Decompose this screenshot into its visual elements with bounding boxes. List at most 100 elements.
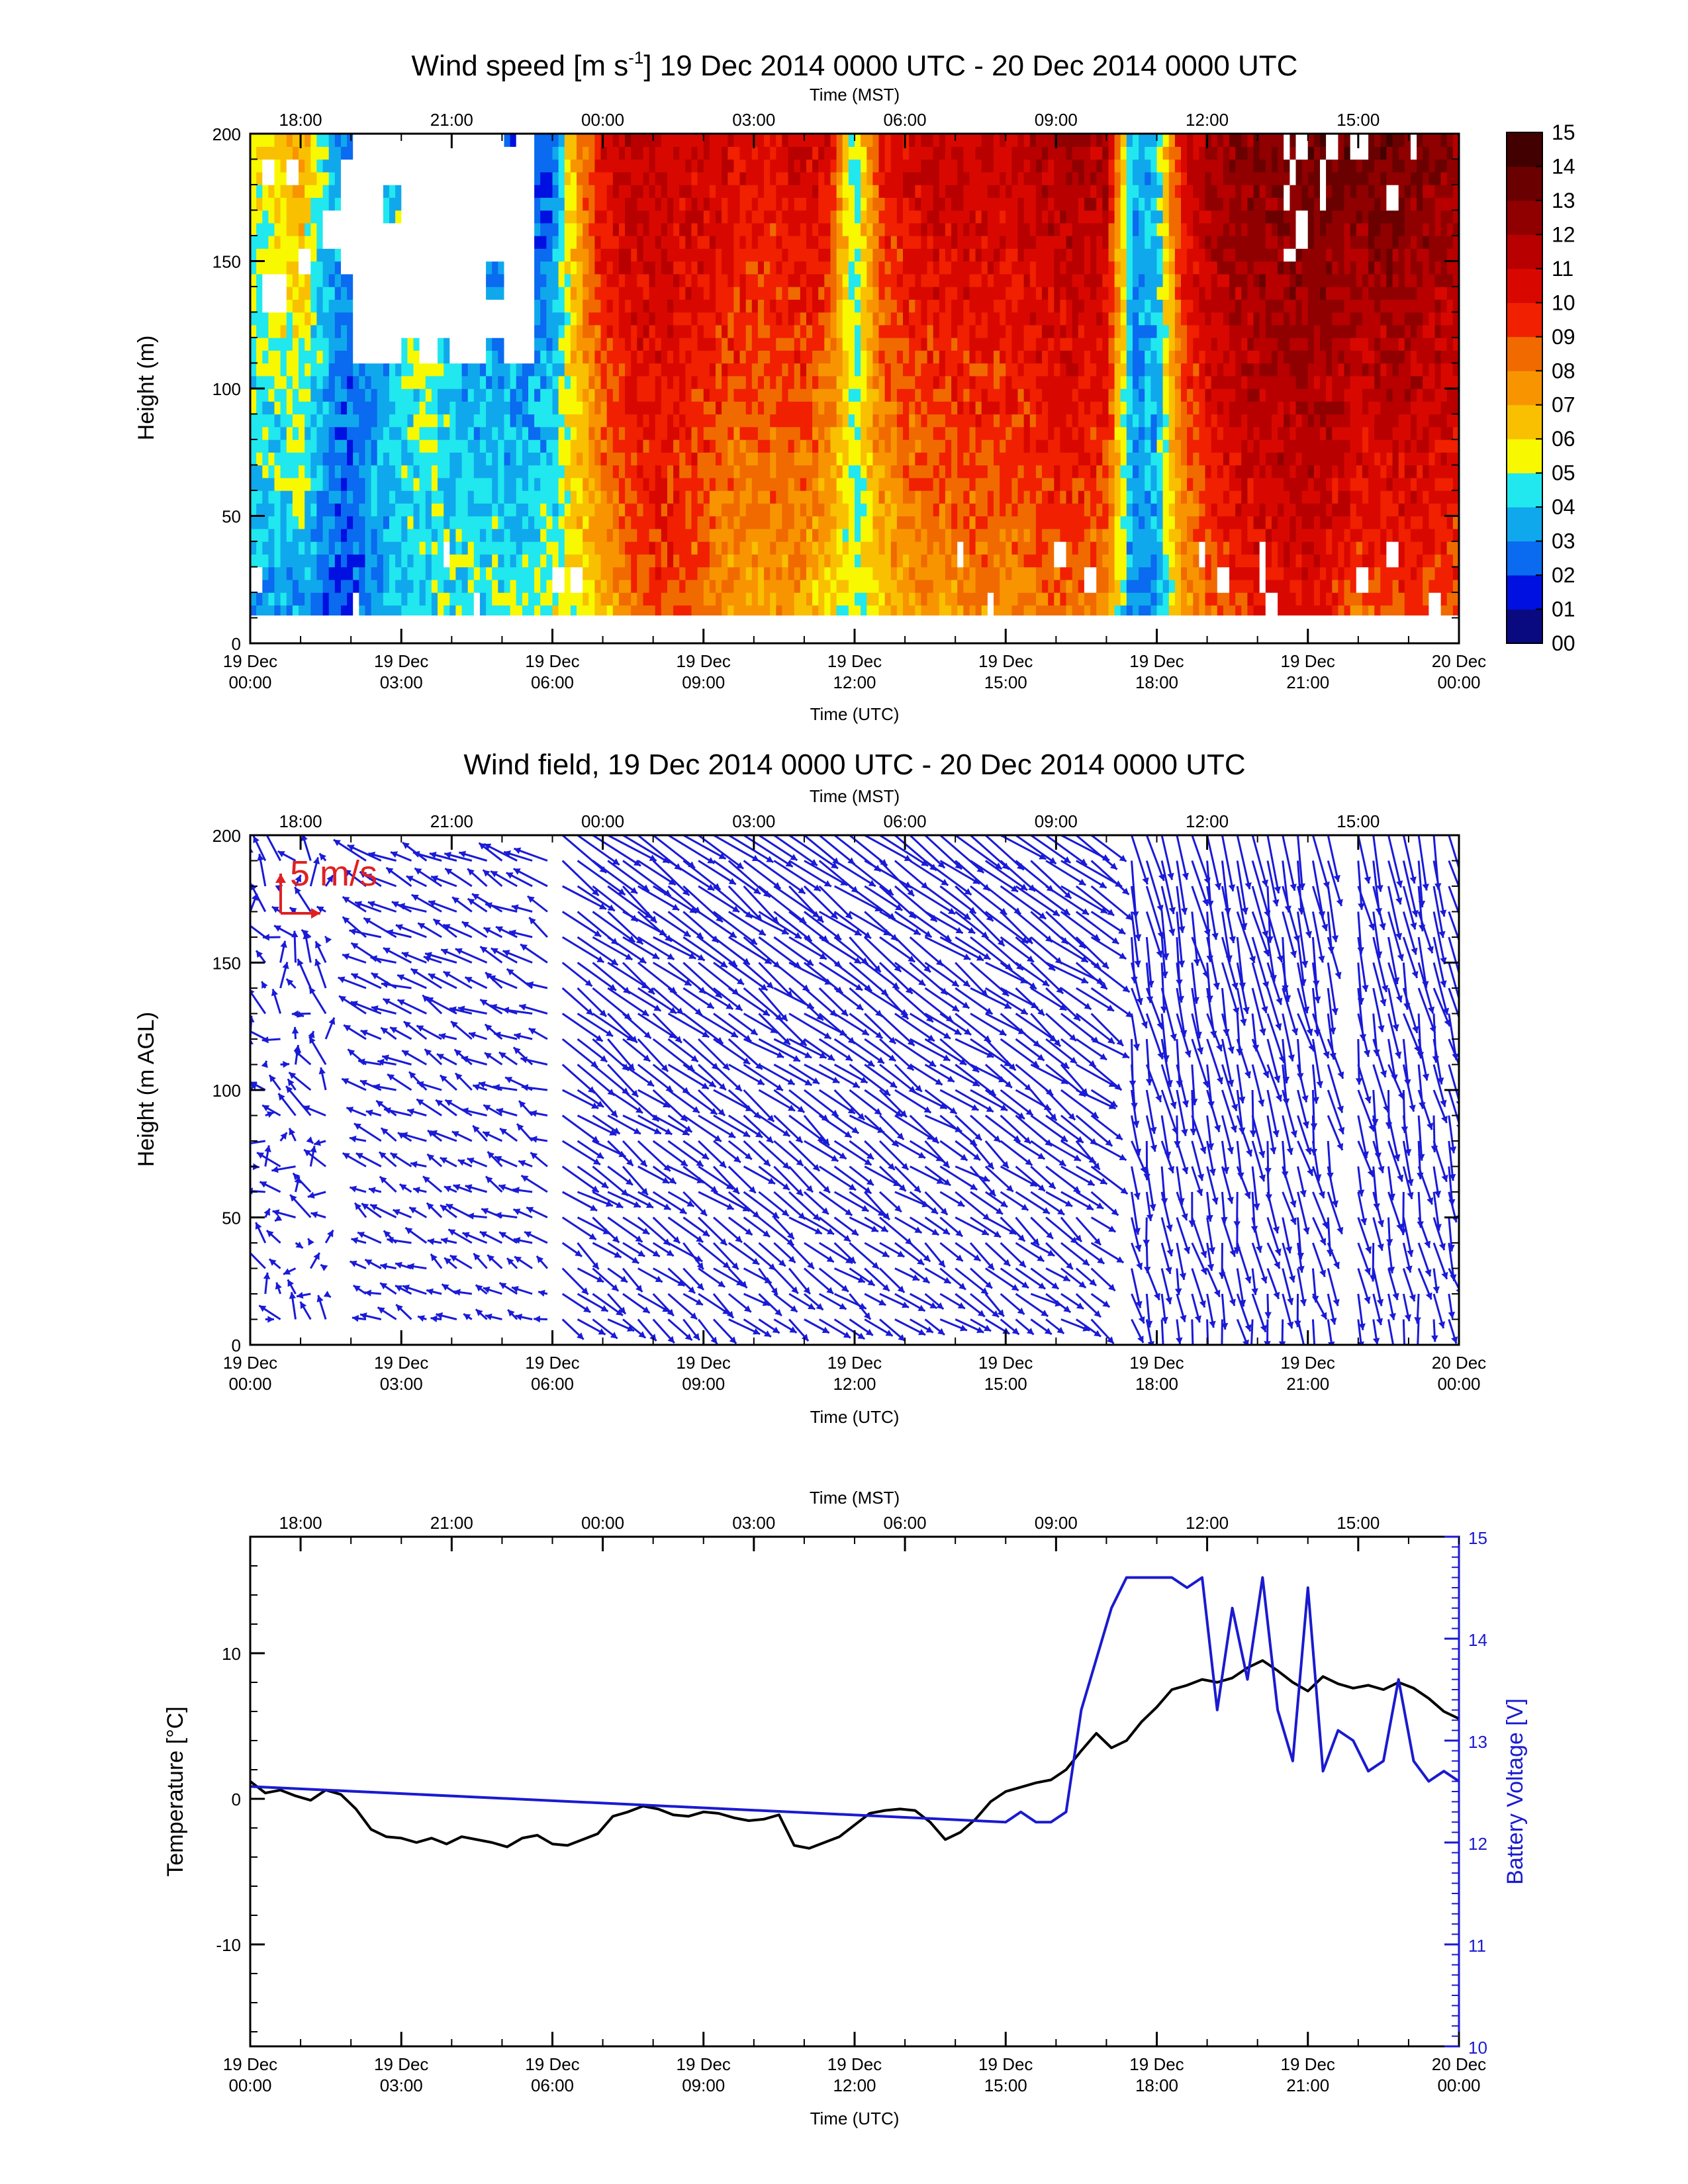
heatmap-cell [444,490,450,504]
heatmap-cell [788,541,795,555]
heatmap-cell [994,248,1000,262]
heatmap-cell [449,465,456,478]
heatmap-cell [558,592,565,606]
heatmap-cell [994,197,1000,211]
heatmap-cell [564,477,571,491]
heatmap-cell [739,567,747,580]
heatmap-cell [334,490,342,504]
heatmap-cell [764,426,771,440]
heatmap-cell [679,299,686,313]
heatmap-cell [612,579,620,593]
heatmap-cell [867,465,873,478]
heatmap-cell [280,222,287,236]
heatmap-cell [643,401,650,415]
heatmap-cell [794,465,801,478]
heatmap-cell [1000,363,1006,377]
heatmap-cell [413,146,420,160]
heatmap-cell [722,261,728,275]
heatmap-cell [643,414,650,428]
heatmap-cell [739,490,747,504]
heatmap-cell [413,426,420,440]
heatmap-cell [353,579,359,593]
heatmap-cell [268,248,275,262]
heatmap-cell [1023,452,1031,466]
heatmap-cell [600,299,608,313]
heatmap-cell [1023,338,1031,351]
heatmap-cell [389,338,396,351]
heatmap-cell [612,197,620,211]
heatmap-cell [600,222,608,236]
heatmap-cell [987,567,994,580]
heatmap-cell [722,490,728,504]
heatmap-cell [498,350,504,364]
heatmap-cell [498,465,504,478]
heatmap-cell [310,490,317,504]
heatmap-cell [667,350,674,364]
heatmap-cell [316,350,324,364]
heatmap-cell [836,554,843,568]
heatmap-cell [299,426,305,440]
heatmap-cell [963,324,970,338]
heatmap-cell [921,222,928,236]
heatmap-cell [359,236,365,249]
heatmap-cell [341,541,348,555]
heatmap-cell [389,222,396,236]
heatmap-cell [806,197,813,211]
heatmap-cell [884,185,892,198]
heatmap-cell [933,452,940,466]
heatmap-cell [1017,541,1025,555]
heatmap-cell [425,592,432,606]
heatmap-cell [927,146,934,160]
heatmap-cell [268,324,275,338]
heatmap-cell [371,503,378,517]
heatmap-cell [637,516,643,529]
heatmap-cell [305,426,311,440]
heatmap-cell [933,185,940,198]
heatmap-cell [395,363,402,377]
heatmap-cell [516,605,523,615]
heatmap-cell [365,261,372,275]
heatmap-cell [969,439,976,453]
heatmap-cell [419,236,426,249]
heatmap-cell [413,324,420,338]
heatmap-cell [286,299,293,313]
heatmap-cell [812,554,819,568]
heatmap-cell [486,452,492,466]
heatmap-cell [716,516,722,529]
heatmap-cell [679,465,686,478]
heatmap-cell [618,426,626,440]
heatmap-cell [855,324,861,338]
heatmap-cell [413,299,420,313]
heatmap-cell [939,375,946,389]
heatmap-cell [558,503,565,517]
heatmap-cell [479,541,487,555]
heatmap-cell [286,503,293,517]
heatmap-cell [473,401,481,415]
heatmap-cell [890,503,898,517]
heatmap-cell [540,324,547,338]
heatmap-cell [292,185,299,198]
heatmap-cell [927,541,934,555]
heatmap-cell [540,197,547,211]
heatmap-cell [625,375,632,389]
heatmap-cell [612,439,620,453]
heatmap-cell [262,503,269,517]
heatmap-cell [818,350,825,364]
heatmap-cell [643,452,650,466]
heatmap-cell [830,134,837,147]
heatmap-cell [564,401,571,415]
heatmap-cell [256,324,263,338]
heatmap-cell [855,401,861,415]
heatmap-cell [1023,171,1031,185]
heatmap-cell [673,592,680,606]
heatmap-cell [444,287,450,300]
heatmap-cell [969,363,976,377]
heatmap-cell [945,490,952,504]
heatmap-cell [764,375,771,389]
heatmap-cell [722,567,728,580]
heatmap-cell [867,375,873,389]
heatmap-cell [401,350,408,364]
heatmap-cell [328,222,336,236]
heatmap-cell [679,414,686,428]
heatmap-cell [691,363,698,377]
